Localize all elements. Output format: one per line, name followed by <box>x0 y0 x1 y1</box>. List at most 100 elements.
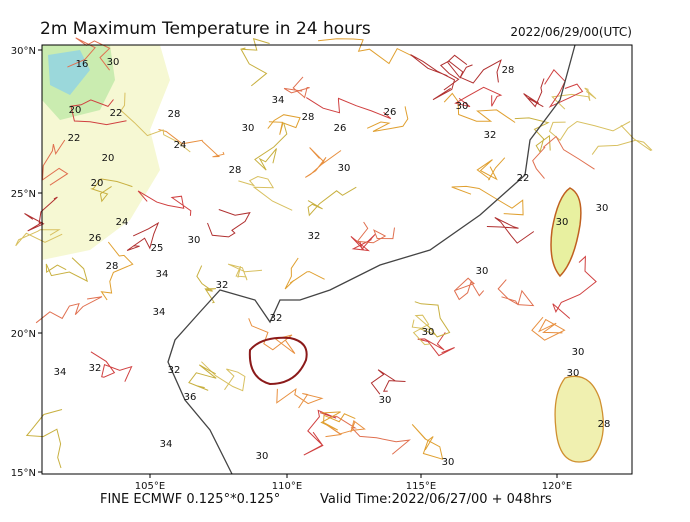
contour-label: 30 <box>572 347 585 358</box>
contour-line <box>523 78 545 108</box>
contour-label: 32 <box>484 130 497 141</box>
contour-line <box>196 265 216 304</box>
contour-line <box>486 217 535 244</box>
contour-line <box>201 361 246 392</box>
contours <box>15 37 653 469</box>
contour-label: 36 <box>184 392 197 403</box>
contour-line <box>350 234 376 252</box>
y-tick-label: 15°N <box>11 468 36 479</box>
y-tick-label: 25°N <box>11 189 36 200</box>
x-tick-label: 120°E <box>542 481 572 492</box>
contour-line <box>476 157 506 181</box>
contour-line <box>238 175 293 211</box>
taiwan <box>550 187 582 278</box>
contour-label: 22 <box>517 173 530 184</box>
contour-line <box>320 411 356 431</box>
contour-label: 20 <box>102 153 115 164</box>
contour-line <box>276 387 324 409</box>
y-tick-label: 20°N <box>11 329 36 340</box>
contour-label: 30 <box>379 395 392 406</box>
contour-label: 34 <box>160 439 173 450</box>
contour-line <box>126 221 160 251</box>
contour-line <box>248 318 296 354</box>
contour-line <box>120 92 191 153</box>
contour-label: 28 <box>229 165 242 176</box>
contour-label: 30 <box>338 163 351 174</box>
date: 2022/06/29/00(UTC) <box>510 25 632 39</box>
coldest-region <box>48 50 90 95</box>
contour-line <box>284 257 325 290</box>
contour-line <box>356 221 395 244</box>
hainan <box>248 336 308 386</box>
contour-line <box>303 409 337 456</box>
contour-label: 26 <box>384 107 397 118</box>
contour-line <box>417 332 455 357</box>
contour-label: 30 <box>596 203 609 214</box>
valid-time: Valid Time:2022/06/27/00 + 048hrs <box>320 492 552 507</box>
contour-line <box>451 185 524 216</box>
contour-label: 30 <box>107 57 120 68</box>
plot-area: 16 30 20 22 20 22 20 24 28 34 30 28 26 26 28 30 32 28 30 22… <box>15 37 653 475</box>
contour-line <box>158 129 225 158</box>
contour-label: 32 <box>216 280 229 291</box>
contour-line <box>366 106 409 132</box>
contour-line <box>454 86 503 108</box>
contour-line <box>410 54 456 101</box>
contour-line <box>90 351 133 382</box>
contour-label: 30 <box>242 123 255 134</box>
contour-line <box>45 257 88 283</box>
contour-line <box>254 122 288 171</box>
contour-line <box>532 135 595 179</box>
contour-label: 32 <box>168 365 181 376</box>
contour-line <box>188 364 217 391</box>
contour-line <box>100 241 134 301</box>
contour-label: 30 <box>256 451 269 462</box>
contour-line <box>443 92 516 123</box>
contour-line <box>25 409 63 469</box>
contour-label: 34 <box>272 95 285 106</box>
y-tick-label: 30°N <box>11 46 36 57</box>
contour-label: 20 <box>69 105 82 116</box>
contour-line <box>497 279 535 307</box>
contour-label: 22 <box>68 133 81 144</box>
contour-line <box>41 139 69 186</box>
contour-label: 28 <box>106 261 119 272</box>
contour-label: 16 <box>76 59 89 70</box>
contour-label: 32 <box>308 231 321 242</box>
contour-line <box>544 68 584 108</box>
contour-line <box>240 37 270 87</box>
contour-line <box>70 99 127 126</box>
contour-line <box>207 209 251 238</box>
contour-label: 28 <box>502 65 515 76</box>
contour-line <box>323 419 366 438</box>
frame <box>41 44 633 475</box>
source: FINE ECMWF 0.125°*0.125° <box>100 492 280 507</box>
contour-label: 30 <box>456 101 469 112</box>
contour-line <box>531 316 566 341</box>
contour-line <box>318 38 417 65</box>
contour-label: 32 <box>89 363 102 374</box>
contour-label: 20 <box>91 178 104 189</box>
contour-label: 26 <box>334 123 347 134</box>
x-tick-label: 105°E <box>135 481 165 492</box>
contour-line <box>35 296 103 324</box>
coastline <box>167 44 576 475</box>
contour-line <box>306 97 392 120</box>
x-tick-label: 115°E <box>406 481 436 492</box>
luzon <box>554 375 604 463</box>
contour-line <box>552 255 597 319</box>
x-tick-label: 110°E <box>272 481 302 492</box>
contour-line <box>137 190 192 216</box>
contour-line <box>414 301 451 338</box>
contour-label: 32 <box>270 313 283 324</box>
title: 2m Maximum Temperature in 24 hours <box>40 19 371 39</box>
contour-label: 28 <box>302 112 315 123</box>
contour-line <box>90 178 133 203</box>
contour-line <box>446 54 502 84</box>
contour-label: 28 <box>598 419 611 430</box>
contour-label: 24 <box>174 140 187 151</box>
contour-label: 34 <box>156 269 169 280</box>
contour-line <box>411 424 444 460</box>
contour-line <box>307 186 357 217</box>
